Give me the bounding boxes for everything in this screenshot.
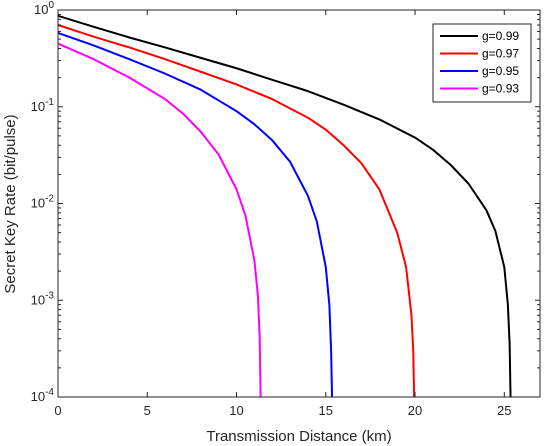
series-line-g=0.99: [57, 14, 512, 398]
x-tick-label: 10: [229, 403, 243, 418]
y-tick-label: 10-4: [31, 387, 55, 404]
series-line-g=0.97: [57, 24, 416, 398]
legend-entry: g=0.93: [482, 82, 519, 96]
x-tick-label: 15: [319, 403, 333, 418]
legend-entry: g=0.97: [482, 47, 519, 61]
x-tick-label: 0: [54, 403, 61, 418]
y-tick-label: 10-1: [31, 97, 55, 114]
legend-entry: g=0.99: [482, 29, 519, 43]
y-axis-ticks: 10-4 10-3 10-2 10-1 100: [31, 0, 540, 404]
series-line-g=0.95: [57, 31, 334, 398]
y-tick-label: 100: [34, 0, 54, 17]
x-tick-label: 5: [144, 403, 151, 418]
series-layer: [57, 14, 512, 398]
x-axis-ticks: 0 5 10 15 20 25: [54, 10, 512, 418]
x-tick-label: 20: [408, 403, 422, 418]
y-tick-label: 10-3: [31, 290, 55, 307]
legend-entry: g=0.95: [482, 64, 519, 78]
y-tick-label: 10-2: [31, 194, 55, 211]
series-line-g=0.93: [57, 42, 262, 398]
x-tick-label: 25: [497, 403, 511, 418]
legend: g=0.99 g=0.97 g=0.95 g=0.93: [432, 23, 532, 103]
x-axis-label: Transmission Distance (km): [206, 428, 391, 445]
y-axis-label: Secret Key Rate (bit/pulse): [2, 114, 19, 293]
